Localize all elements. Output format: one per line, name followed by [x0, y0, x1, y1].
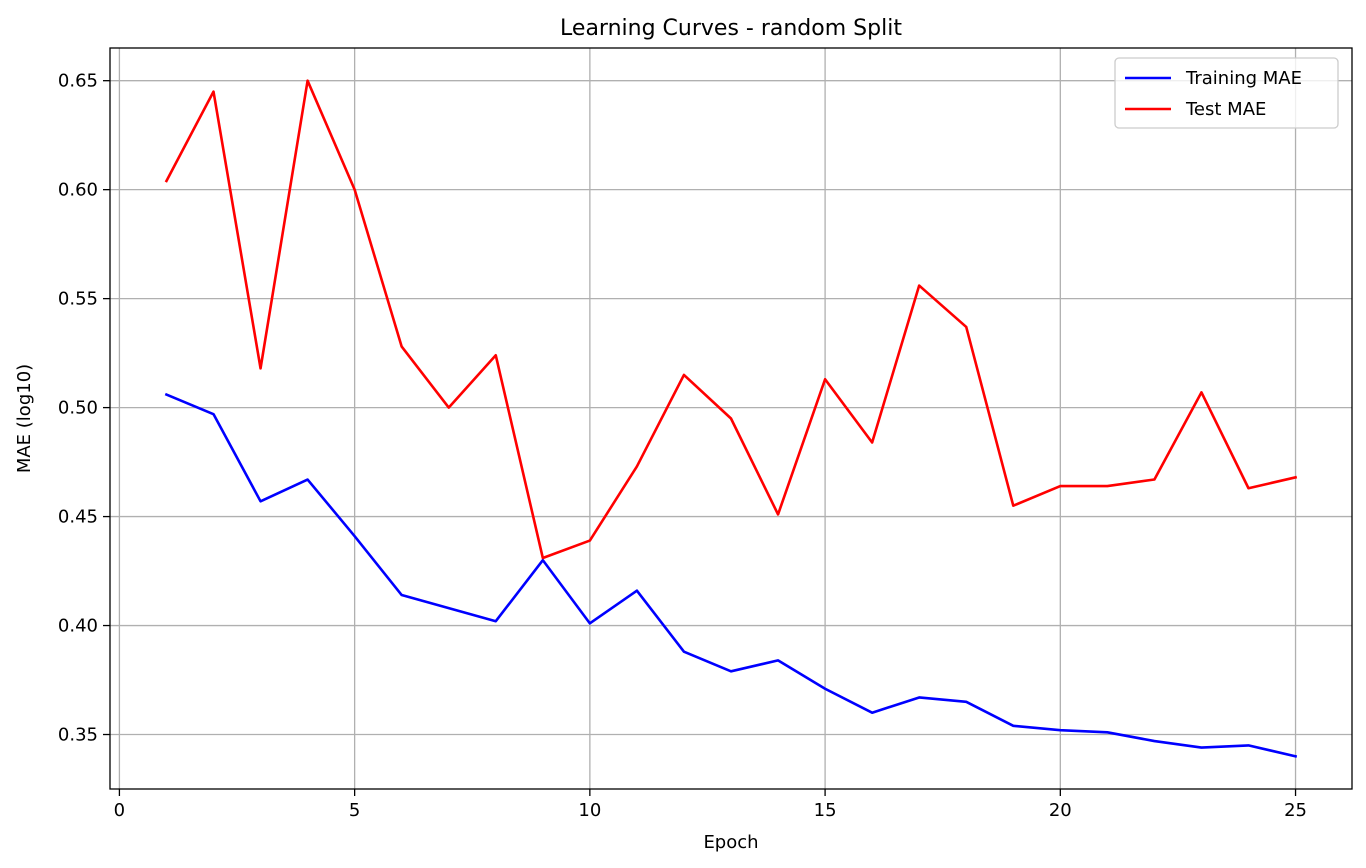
ticks: 0 5 10 15 20 25 0.35 0.40 0.45 0.50 0.55 0.60 0.65: [58, 71, 1307, 821]
x-axis-label: Epoch: [703, 832, 758, 853]
x-tick-label: 5: [349, 800, 360, 821]
y-tick-label: 0.50: [58, 398, 98, 419]
y-tick-label: 0.65: [58, 71, 98, 92]
x-tick-label: 20: [1049, 800, 1072, 821]
legend: Training MAE Test MAE: [1114, 57, 1339, 129]
y-axis-label: MAE (log10): [14, 364, 35, 473]
test-mae-line: [164, 79, 1298, 560]
y-tick-label: 0.60: [58, 180, 98, 201]
chart-title: Learning Curves - random Split: [560, 16, 902, 41]
training-mae-legend-label: Training MAE: [1185, 68, 1302, 89]
y-tick-label: 0.55: [58, 289, 98, 310]
x-tick-label: 10: [578, 800, 601, 821]
x-tick-label: 15: [814, 800, 837, 821]
plot-frame: [109, 47, 1353, 790]
training-mae-line: [164, 392, 1298, 758]
test-mae-legend-label: Test MAE: [1185, 99, 1266, 120]
x-tick-label: 0: [114, 800, 125, 821]
y-tick-label: 0.40: [58, 616, 98, 637]
y-tick-label: 0.45: [58, 507, 98, 528]
x-tick-label: 25: [1284, 800, 1307, 821]
y-tick-label: 0.35: [58, 725, 98, 746]
series-layer: [164, 79, 1298, 758]
legend-box: [1114, 57, 1339, 129]
